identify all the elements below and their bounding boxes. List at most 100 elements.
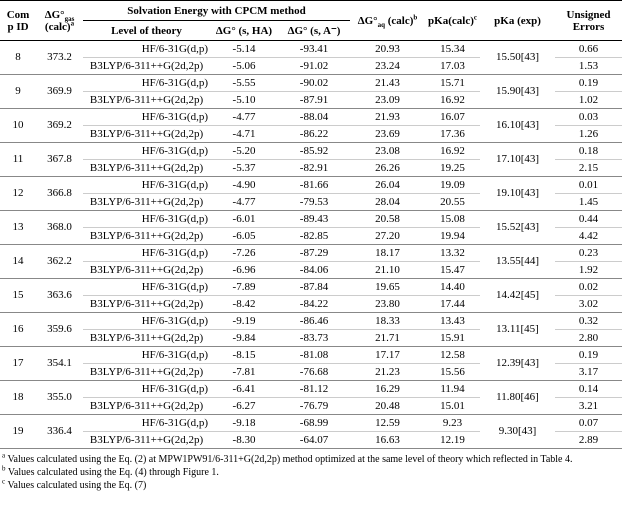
unsigned-error: 0.19 [555,346,622,364]
table-row: 8 373.2 HF/6-31G(d,p) -5.14 -93.41 20.93 15.34… [0,40,622,75]
footnote-text: Values calculated using the Eq. (7) [7,480,147,491]
aq-energy: 23.80 [350,295,426,313]
compound-id: 19 [0,414,36,449]
compound-id: 9 [0,74,36,109]
header-text: Solvation Energy with CPCM method [127,4,306,17]
pka-exp: 16.10[43] [480,108,556,143]
solvation-a: -82.91 [278,159,351,177]
solvation-ha: -6.41 [210,380,278,398]
compound-id: 12 [0,176,36,211]
unsigned-error: 0.23 [555,244,622,262]
level-of-theory: B3LYP/6-311++G(2d,2p) [83,295,210,313]
pka-exp: 15.52[43] [480,210,556,245]
aq-energy: 17.17 [350,346,426,364]
gas-energy: 373.2 [36,40,83,75]
solvation-a: -68.99 [278,414,351,432]
solvation-a: -76.79 [278,397,351,415]
solvation-ha: -8.15 [210,346,278,364]
pka-exp: 17.10[43] [480,142,556,177]
gas-energy: 355.0 [36,380,83,415]
solvation-a: -81.12 [278,380,351,398]
pka-calc: 12.58 [425,346,481,364]
unsigned-error: 0.01 [555,176,622,194]
pka-calc: 15.71 [425,74,481,92]
pka-calc: 15.01 [425,397,481,415]
solvation-a: -88.04 [278,108,351,126]
header-cell: ΔG° (s, HA) [210,20,278,41]
pka-exp: 11.80[46] [480,380,556,415]
solvation-ha: -5.37 [210,159,278,177]
footnote: b Values calculated using the Eq. (4) th… [2,464,622,479]
solvation-a: -82.85 [278,227,351,245]
solvation-a: -81.66 [278,176,351,194]
solvation-ha: -6.96 [210,261,278,279]
compound-id: 11 [0,142,36,177]
pka-calc: 14.40 [425,278,481,296]
footnote-text: Values calculated using the Eq. (2) at M… [7,454,573,465]
aq-energy: 20.93 [350,40,426,58]
unsigned-error: 2.15 [555,159,622,177]
solvation-ha: -9.18 [210,414,278,432]
solvation-ha: -5.20 [210,142,278,160]
solvation-ha: -9.84 [210,329,278,347]
solvation-ha: -5.06 [210,57,278,75]
header-cell: ΔG°gas (calc)a [36,0,83,41]
solvation-a: -84.22 [278,295,351,313]
solvation-a: -83.73 [278,329,351,347]
table-row: 17 354.1 HF/6-31G(d,p) -8.15 -81.08 17.17 12.5… [0,346,622,381]
gas-energy: 363.6 [36,278,83,313]
table-row: 10 369.2 HF/6-31G(d,p) -4.77 -88.04 21.93 16.0… [0,108,622,143]
level-of-theory: B3LYP/6-311++G(2d,2p) [83,159,210,177]
pka-calc: 11.94 [425,380,481,398]
solvation-ha: -6.27 [210,397,278,415]
unsigned-error: 0.66 [555,40,622,58]
footnote-mark: a [70,18,75,27]
pka-calc: 17.44 [425,295,481,313]
header-cell: Unsigned Errors [555,0,622,41]
solvation-a: -84.06 [278,261,351,279]
pka-calc: 12.19 [425,431,481,449]
table-row: B3LYP/6-311++G(2d,2p) -8.30 -64.07 16.63 12.… [0,431,622,449]
aq-energy: 20.58 [350,210,426,228]
table-header: Com p ID ΔG°gas (calc)a Solvation Energy wit… [0,0,622,41]
table-row: 12 366.8 HF/6-31G(d,p) -4.90 -81.66 26.04 19.0… [0,176,622,211]
pka-calc: 15.34 [425,40,481,58]
solvation-ha: -4.77 [210,108,278,126]
solvation-a: -86.22 [278,125,351,143]
level-of-theory: HF/6-31G(d,p) [83,108,210,126]
solvation-a: -87.84 [278,278,351,296]
footnote-mark: b [413,12,418,21]
header-text: pKa (exp) [494,14,541,27]
solvation-ha: -4.77 [210,193,278,211]
level-of-theory: B3LYP/6-311++G(2d,2p) [83,125,210,143]
table-row: B3LYP/6-311++G(2d,2p) -4.71 -86.22 23.69 17.… [0,125,622,143]
level-of-theory: HF/6-31G(d,p) [83,244,210,262]
aq-energy: 23.69 [350,125,426,143]
unsigned-error: 0.07 [555,414,622,432]
header-cell: pKa (exp) [480,0,556,41]
level-of-theory: B3LYP/6-311++G(2d,2p) [83,431,210,449]
pka-calc: 20.55 [425,193,481,211]
header-text: (calc) [384,14,414,27]
solvation-a: -86.46 [278,312,351,330]
header-text: ΔG° [357,14,378,27]
unsigned-error: 0.32 [555,312,622,330]
aq-energy: 21.10 [350,261,426,279]
footnote-mark: b [2,464,6,473]
footnote-mark: a [2,451,6,460]
unsigned-error: 1.53 [555,57,622,75]
header-cell: ΔG° (s, A⁻) [278,20,351,41]
pka-calc: 15.56 [425,363,481,381]
level-of-theory: HF/6-31G(d,p) [83,40,210,58]
footnote-text: Values calculated using the Eq. (4) thro… [7,467,219,478]
unsigned-error: 2.89 [555,431,622,449]
solvation-a: -85.92 [278,142,351,160]
pka-calc: 16.92 [425,142,481,160]
pka-exp: 15.90[43] [480,74,556,109]
aq-energy: 21.43 [350,74,426,92]
unsigned-error: 2.80 [555,329,622,347]
aq-energy: 18.33 [350,312,426,330]
aq-energy: 19.65 [350,278,426,296]
unsigned-error: 1.26 [555,125,622,143]
solvation-ha: -5.14 [210,40,278,58]
